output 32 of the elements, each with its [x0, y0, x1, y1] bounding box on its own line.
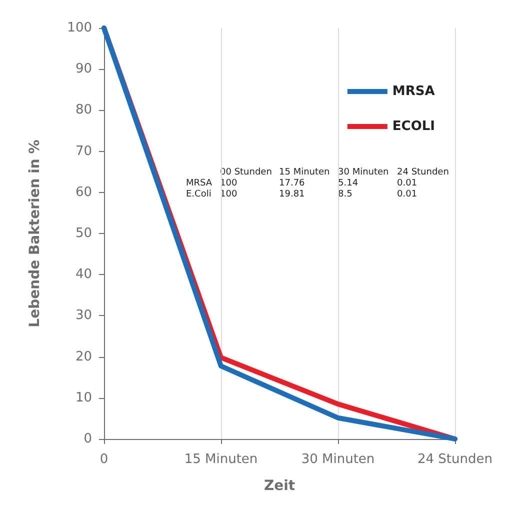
y-tick-label: 40: [75, 267, 92, 282]
annotation: 15 Minuten: [279, 168, 330, 178]
annotation: 8.5: [338, 190, 352, 200]
y-tick-label: 70: [75, 144, 92, 159]
x-tick-label: 30 Minuten: [301, 452, 375, 467]
annotation: 0.01: [397, 190, 418, 200]
y-tick-label: 90: [75, 62, 92, 77]
y-tick-label: 50: [75, 226, 92, 241]
annotation: 30 Minuten: [338, 168, 389, 178]
annotation: 100: [220, 190, 238, 200]
annotation: 19.81: [279, 190, 305, 200]
y-tick-label: 10: [75, 390, 92, 406]
x-axis-title: Zeit: [264, 478, 296, 494]
y-axis-title: Lebende Bakterien in %: [27, 140, 43, 328]
y-tick-label: 100: [67, 20, 92, 36]
legend-label: MRSA: [392, 84, 435, 99]
y-tick-label: 20: [75, 349, 92, 364]
annotation: 0.01: [397, 178, 418, 188]
y-tick-label: 0: [84, 432, 92, 446]
y-tick-label: 80: [75, 102, 92, 118]
x-tick-label: 0: [100, 452, 108, 467]
y-tick-label: 60: [75, 184, 92, 200]
annotation: MRSA: [186, 178, 213, 188]
annotation: 5.14: [338, 178, 358, 188]
annotation: 17.76: [279, 178, 306, 188]
y-tick-label: 30: [75, 308, 92, 324]
annotation: 24 Stunden: [397, 168, 449, 178]
x-tick-label: 15 Minuten: [184, 452, 258, 467]
annotation: 100: [220, 178, 238, 188]
annotation: E.Coli: [186, 190, 212, 200]
legend-label: ECOLI: [392, 119, 435, 134]
x-tick-label: 24 Stunden: [418, 452, 492, 467]
